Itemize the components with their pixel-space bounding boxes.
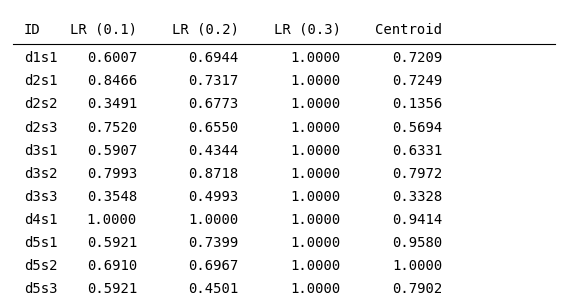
- Text: 0.9414: 0.9414: [392, 213, 442, 227]
- Text: LR (0.3): LR (0.3): [274, 23, 341, 37]
- Text: 0.9580: 0.9580: [392, 236, 442, 250]
- Text: 0.7317: 0.7317: [189, 74, 239, 88]
- Text: ID: ID: [24, 23, 41, 37]
- Text: 0.6773: 0.6773: [189, 98, 239, 111]
- Text: d3s3: d3s3: [24, 190, 57, 204]
- Text: 0.7972: 0.7972: [392, 167, 442, 181]
- Text: 0.4993: 0.4993: [189, 190, 239, 204]
- Text: 0.6007: 0.6007: [87, 51, 137, 65]
- Text: 0.6910: 0.6910: [87, 259, 137, 273]
- Text: 1.0000: 1.0000: [290, 259, 341, 273]
- Text: LR (0.1): LR (0.1): [70, 23, 137, 37]
- Text: 1.0000: 1.0000: [290, 98, 341, 111]
- Text: d2s3: d2s3: [24, 121, 57, 135]
- Text: d4s1: d4s1: [24, 213, 57, 227]
- Text: 0.7399: 0.7399: [189, 236, 239, 250]
- Text: 0.4344: 0.4344: [189, 144, 239, 158]
- Text: 0.1356: 0.1356: [392, 98, 442, 111]
- Text: 1.0000: 1.0000: [290, 51, 341, 65]
- Text: 0.4501: 0.4501: [189, 282, 239, 296]
- Text: d2s1: d2s1: [24, 74, 57, 88]
- Text: LR (0.2): LR (0.2): [172, 23, 239, 37]
- Text: 0.7249: 0.7249: [392, 74, 442, 88]
- Text: 1.0000: 1.0000: [290, 190, 341, 204]
- Text: 0.7520: 0.7520: [87, 121, 137, 135]
- Text: 0.3328: 0.3328: [392, 190, 442, 204]
- Text: 1.0000: 1.0000: [290, 144, 341, 158]
- Text: 1.0000: 1.0000: [392, 259, 442, 273]
- Text: 0.6550: 0.6550: [189, 121, 239, 135]
- Text: 0.7993: 0.7993: [87, 167, 137, 181]
- Text: 1.0000: 1.0000: [290, 213, 341, 227]
- Text: 0.6944: 0.6944: [189, 51, 239, 65]
- Text: 1.0000: 1.0000: [290, 74, 341, 88]
- Text: 0.8466: 0.8466: [87, 74, 137, 88]
- Text: 0.7902: 0.7902: [392, 282, 442, 296]
- Text: d3s1: d3s1: [24, 144, 57, 158]
- Text: 0.5921: 0.5921: [87, 236, 137, 250]
- Text: d5s3: d5s3: [24, 282, 57, 296]
- Text: 0.5907: 0.5907: [87, 144, 137, 158]
- Text: d5s1: d5s1: [24, 236, 57, 250]
- Text: 0.6967: 0.6967: [189, 259, 239, 273]
- Text: 0.5694: 0.5694: [392, 121, 442, 135]
- Text: 1.0000: 1.0000: [290, 236, 341, 250]
- Text: d3s2: d3s2: [24, 167, 57, 181]
- Text: 1.0000: 1.0000: [87, 213, 137, 227]
- Text: 0.8718: 0.8718: [189, 167, 239, 181]
- Text: 0.5921: 0.5921: [87, 282, 137, 296]
- Text: d2s2: d2s2: [24, 98, 57, 111]
- Text: 0.7209: 0.7209: [392, 51, 442, 65]
- Text: 0.3548: 0.3548: [87, 190, 137, 204]
- Text: 0.6331: 0.6331: [392, 144, 442, 158]
- Text: 1.0000: 1.0000: [189, 213, 239, 227]
- Text: 1.0000: 1.0000: [290, 121, 341, 135]
- Text: 0.3491: 0.3491: [87, 98, 137, 111]
- Text: d5s2: d5s2: [24, 259, 57, 273]
- Text: Centroid: Centroid: [375, 23, 442, 37]
- Text: 1.0000: 1.0000: [290, 282, 341, 296]
- Text: 1.0000: 1.0000: [290, 167, 341, 181]
- Text: d1s1: d1s1: [24, 51, 57, 65]
